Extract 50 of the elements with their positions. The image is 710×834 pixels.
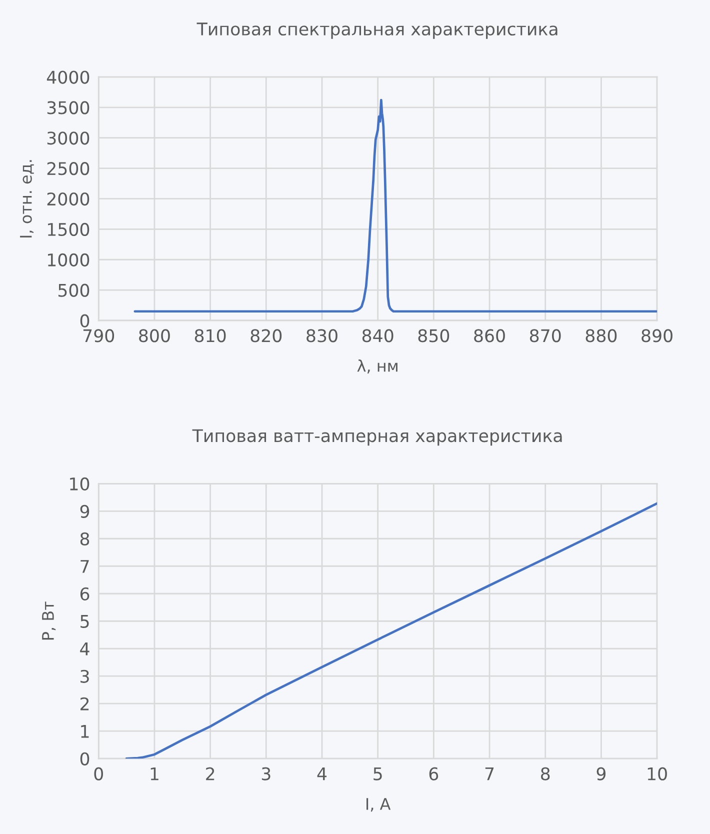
y-tick-label: 8 [80,532,90,546]
x-tick-label: 850 [418,329,450,342]
x-tick-label: 6 [429,767,438,780]
y-tick-label: 500 [58,284,90,297]
y-axis-title: I, отн. ед. [20,160,34,238]
x-tick-label: 890 [642,329,672,342]
x-tick-label: 810 [194,329,226,342]
x-tick-label: 5 [374,767,382,780]
y-tick-label: 1 [81,725,89,738]
line-series [125,502,658,759]
x-tick-label: 0 [94,767,103,780]
y-tick-label: 6 [80,587,90,600]
x-axis-title: I, A [366,798,391,812]
y-tick-label: 3 [80,670,89,683]
x-tick-label: 9 [596,767,606,780]
y-tick-label: 5 [80,615,89,628]
y-axis-title: P, Вт [42,602,56,640]
y-tick-label: 2500 [47,162,90,176]
x-tick-label: 8 [541,767,550,780]
line-series [134,98,658,313]
y-tick-label: 2000 [47,192,90,206]
x-tick-label: 2 [206,767,214,780]
y-tick-label: 3000 [47,132,90,145]
x-tick-label: 3 [262,767,270,780]
chart-title: Типовая спектральная характеристика [196,22,558,39]
y-tick-label: 1000 [48,253,90,266]
y-tick-label: 7 [80,560,89,573]
x-axis-title: λ, нм [357,360,398,374]
x-tick-label: 830 [306,329,338,342]
x-tick-label: 4 [317,767,327,780]
y-tick-label: 10 [70,477,90,490]
y-tick-label: 4 [80,642,90,656]
x-tick-label: 820 [250,329,282,342]
y-tick-label: 4000 [46,70,90,84]
y-tick-label: 9 [80,504,90,518]
x-tick-label: 870 [530,329,561,342]
y-tick-label: 2 [80,697,89,710]
y-tick-label: 1500 [48,222,90,236]
x-tick-label: 7 [485,767,494,780]
x-tick-label: 790 [83,329,114,342]
x-tick-label: 1 [150,767,158,780]
chart-title: Типовая ватт-амперная характеристика [192,429,562,446]
y-tick-label: 3500 [47,101,90,114]
x-tick-label: 840 [362,329,394,342]
y-tick-label: 0 [80,752,90,766]
x-tick-label: 10 [648,767,667,780]
x-tick-label: 860 [474,329,505,342]
y-tick-label: 0 [80,314,90,328]
x-tick-label: 880 [586,329,617,342]
x-tick-label: 800 [139,329,170,342]
